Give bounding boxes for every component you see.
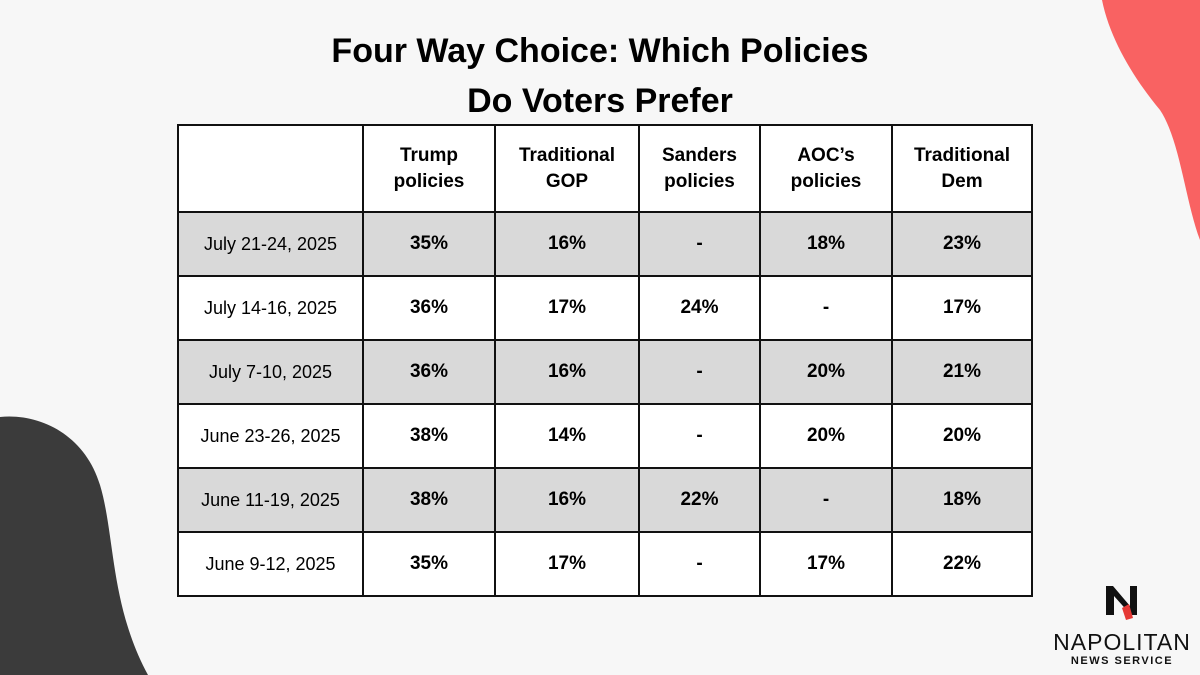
- logo-brand-text: NAPOLITAN: [1053, 629, 1191, 655]
- cell-traditional-gop: 16%: [494, 339, 640, 405]
- cell-trump: 38%: [362, 403, 496, 469]
- cell-traditional-gop: 16%: [494, 467, 640, 533]
- cell-traditional-gop: 17%: [494, 275, 640, 341]
- column-header-sanders: Sanders policies: [638, 124, 761, 213]
- table-row: June 11-19, 2025 38% 16% 22% - 18%: [177, 467, 1033, 533]
- cell-aoc: 18%: [759, 211, 893, 277]
- row-date: June 9-12, 2025: [177, 531, 364, 597]
- cell-traditional-dem: 18%: [891, 467, 1033, 533]
- cell-trump: 38%: [362, 467, 496, 533]
- chart-title: Four Way Choice: Which Policies Do Voter…: [0, 26, 1200, 126]
- row-date: July 21-24, 2025: [177, 211, 364, 277]
- row-date: July 14-16, 2025: [177, 275, 364, 341]
- chart-title-line-2: Do Voters Prefer: [467, 82, 733, 120]
- column-header-traditional-gop: Traditional GOP: [494, 124, 640, 213]
- row-date: June 23-26, 2025: [177, 403, 364, 469]
- cell-aoc: 20%: [759, 339, 893, 405]
- cell-traditional-dem: 20%: [891, 403, 1033, 469]
- header-row: Trump policies Traditional GOP Sanders poli…: [177, 124, 1033, 213]
- cell-trump: 36%: [362, 339, 496, 405]
- cell-trump: 35%: [362, 211, 496, 277]
- decorative-red-blob: [1102, 0, 1200, 240]
- napolitan-n-logo-icon: [1106, 586, 1137, 620]
- column-header-aoc: AOC’s policies: [759, 124, 893, 213]
- column-header-trump: Trump policies: [362, 124, 496, 213]
- cell-traditional-dem: 21%: [891, 339, 1033, 405]
- cell-sanders: -: [638, 531, 761, 597]
- cell-sanders: 22%: [638, 467, 761, 533]
- cell-sanders: -: [638, 403, 761, 469]
- decorative-dark-blob: [0, 416, 148, 675]
- cell-traditional-gop: 14%: [494, 403, 640, 469]
- napolitan-logo: NAPOLITAN NEWS SERVICE: [1048, 582, 1196, 668]
- cell-sanders: -: [638, 211, 761, 277]
- cell-traditional-gop: 16%: [494, 211, 640, 277]
- cell-traditional-dem: 17%: [891, 275, 1033, 341]
- cell-traditional-dem: 23%: [891, 211, 1033, 277]
- cell-traditional-dem: 22%: [891, 531, 1033, 597]
- logo-subtitle-text: NEWS SERVICE: [1070, 655, 1174, 667]
- table-row: June 23-26, 2025 38% 14% - 20% 20%: [177, 403, 1033, 469]
- cell-sanders: -: [638, 339, 761, 405]
- chart-title-line-1: Four Way Choice: Which Policies: [331, 32, 869, 70]
- cell-sanders: 24%: [638, 275, 761, 341]
- cell-aoc: -: [759, 275, 893, 341]
- poll-results-table: Trump policies Traditional GOP Sanders poli…: [177, 124, 1033, 597]
- table-row: July 14-16, 2025 36% 17% 24% - 17%: [177, 275, 1033, 341]
- cell-aoc: -: [759, 467, 893, 533]
- table-row: July 21-24, 2025 35% 16% - 18% 23%: [177, 211, 1033, 277]
- header-corner-cell: [177, 124, 364, 213]
- table-row: July 7-10, 2025 36% 16% - 20% 21%: [177, 339, 1033, 405]
- column-header-traditional-dem: Traditional Dem: [891, 124, 1033, 213]
- cell-aoc: 20%: [759, 403, 893, 469]
- cell-trump: 35%: [362, 531, 496, 597]
- cell-trump: 36%: [362, 275, 496, 341]
- row-date: July 7-10, 2025: [177, 339, 364, 405]
- table-row: June 9-12, 2025 35% 17% - 17% 22%: [177, 531, 1033, 597]
- cell-aoc: 17%: [759, 531, 893, 597]
- row-date: June 11-19, 2025: [177, 467, 364, 533]
- cell-traditional-gop: 17%: [494, 531, 640, 597]
